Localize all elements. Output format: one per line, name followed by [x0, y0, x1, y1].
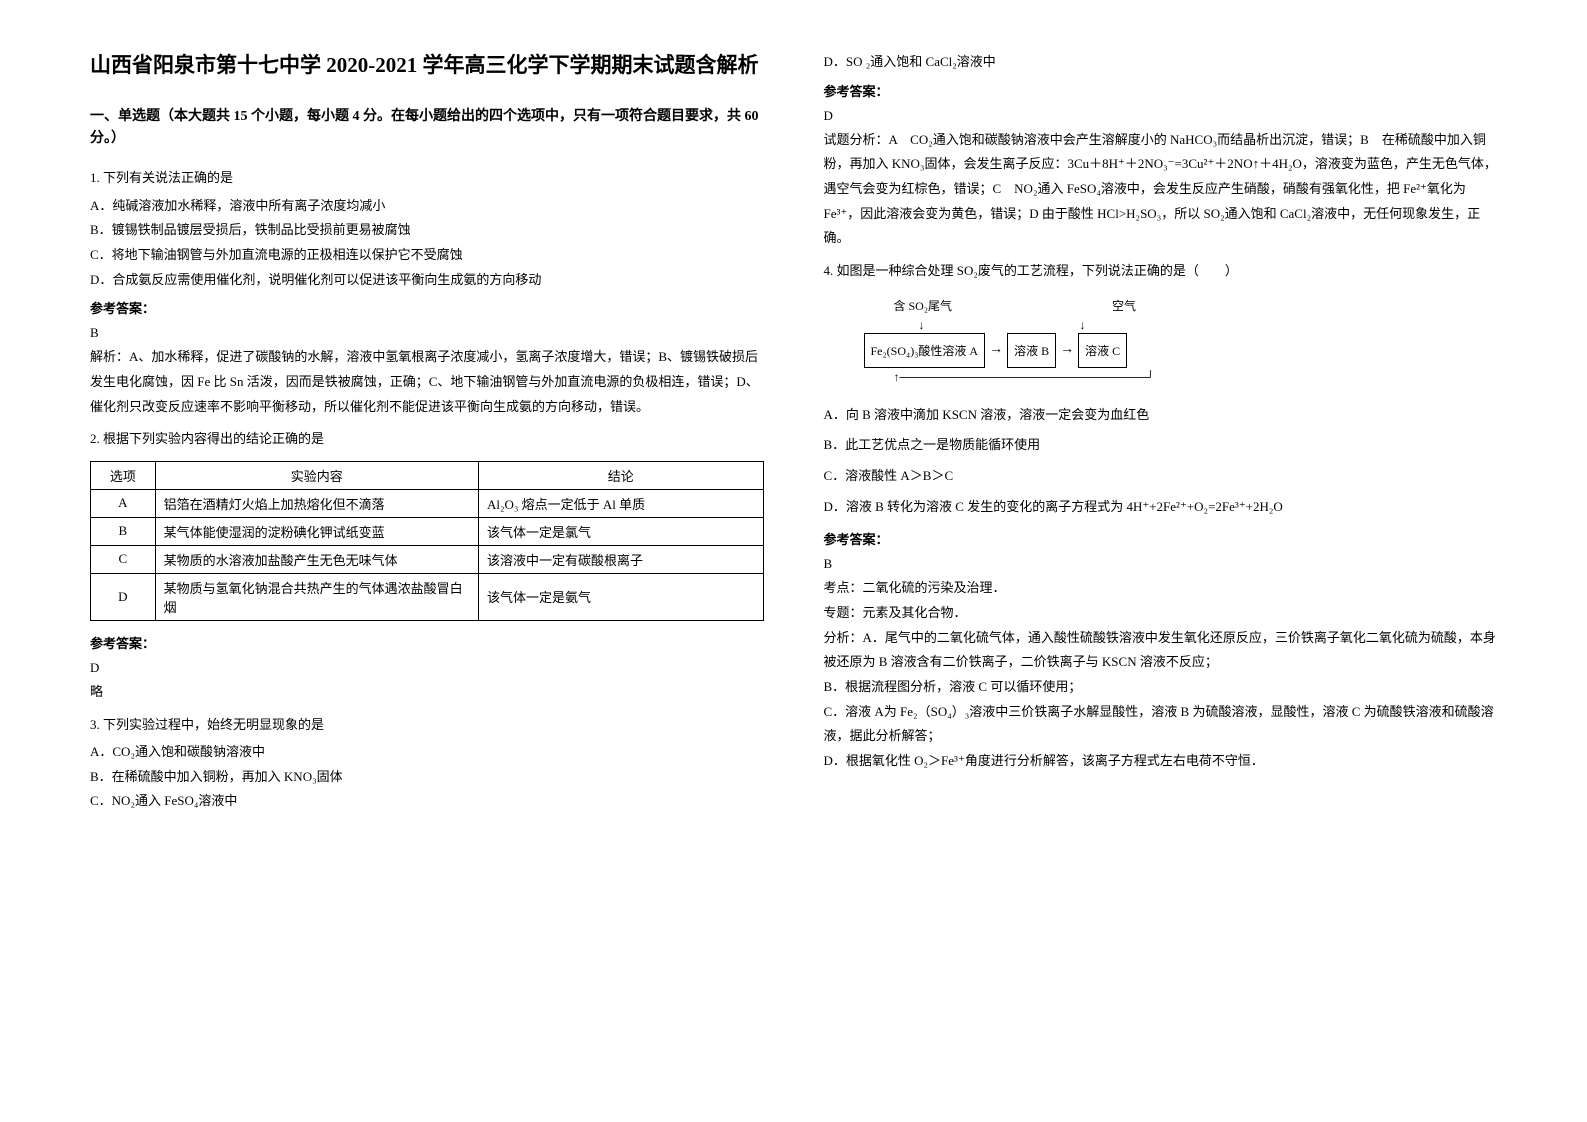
th-content: 实验内容 — [155, 461, 478, 489]
table-row: A 铝箔在酒精灯火焰上加热熔化但不滴落 Al₂O₃ 熔点一定低于 Al 单质 — [91, 489, 764, 517]
q4-option-b: B．此工艺优点之一是物质能循环使用 — [824, 433, 1498, 458]
q2-answer: D — [90, 660, 764, 676]
table-row: B 某气体能使湿润的淀粉碘化钾试纸变蓝 该气体一定是氯气 — [91, 517, 764, 545]
q4-line6: D．根据氧化性 O₂＞Fe³⁺角度进行分析解答，该离子方程式左右电荷不守恒． — [824, 749, 1498, 774]
diagram-box-c: 溶液 C — [1078, 333, 1127, 368]
diagram-return-arrow: ↑─────────────────────────────┘ — [864, 370, 1498, 385]
q2-table: 选项 实验内容 结论 A 铝箔在酒精灯火焰上加热熔化但不滴落 Al₂O₃ 熔点一… — [90, 461, 764, 621]
q2-note: 略 — [90, 680, 764, 705]
cell: B — [91, 517, 156, 545]
q4-line2: 专题：元素及其化合物． — [824, 601, 1498, 626]
q2-stem: 2. 根据下列实验内容得出的结论正确的是 — [90, 427, 764, 450]
diagram-arrows-down: ↓ ↓ — [864, 318, 1498, 333]
q4-option-a: A．向 B 溶液中滴加 KSCN 溶液，溶液一定会变为血红色 — [824, 403, 1498, 428]
cell: A — [91, 489, 156, 517]
q4-stem: 4. 如图是一种综合处理 SO₂废气的工艺流程，下列说法正确的是（ ） — [824, 259, 1498, 282]
q3-option-a: A．CO₂通入饱和碳酸钠溶液中 — [90, 740, 764, 765]
q4-answer-label: 参考答案： — [824, 529, 1498, 548]
table-header-row: 选项 实验内容 结论 — [91, 461, 764, 489]
q4-answer: B — [824, 556, 1498, 572]
q4-option-c: C．溶液酸性 A＞B＞C — [824, 464, 1498, 489]
q1-option-b: B．镀锡铁制品镀层受损后，铁制品比受损前更易被腐蚀 — [90, 218, 764, 243]
cell: D — [91, 573, 156, 620]
table-row: C 某物质的水溶液加盐酸产生无色无味气体 该溶液中一定有碳酸根离子 — [91, 545, 764, 573]
q4-line3: 分析：A．尾气中的二氧化硫气体，通入酸性硫酸铁溶液中发生氧化还原反应，三价铁离子… — [824, 626, 1498, 675]
q3-option-c: C．NO₂通入 FeSO₄溶液中 — [90, 789, 764, 814]
document-title: 山西省阳泉市第十七中学 2020-2021 学年高三化学下学期期末试题含解析 — [90, 50, 764, 82]
q4-line1: 考点：二氧化硫的污染及治理． — [824, 576, 1498, 601]
q3-answer: D — [824, 108, 1498, 124]
section-heading: 一、单选题（本大题共 15 个小题，每小题 4 分。在每小题给出的四个选项中，只… — [90, 106, 764, 151]
th-conclusion: 结论 — [478, 461, 763, 489]
diagram-box-b: 溶液 B — [1007, 333, 1056, 368]
cell: 该气体一定是氯气 — [478, 517, 763, 545]
q4-flowchart: 含 SO₂尾气 空气 ↓ ↓ Fe₂(SO₄)₃酸性溶液 A → 溶液 B → … — [864, 297, 1498, 385]
q1-explanation: 解析：A、加水稀释，促进了碳酸钠的水解，溶液中氢氧根离子浓度减小，氢离子浓度增大… — [90, 345, 764, 419]
q1-option-a: A．纯碱溶液加水稀释，溶液中所有离子浓度均减小 — [90, 194, 764, 219]
q1-answer: B — [90, 325, 764, 341]
diagram-label-air: 空气 — [1082, 297, 1156, 318]
left-column: 山西省阳泉市第十七中学 2020-2021 学年高三化学下学期期末试题含解析 一… — [90, 50, 764, 1072]
q1-stem: 1. 下列有关说法正确的是 — [90, 166, 764, 189]
q1-option-c: C．将地下输油钢管与外加直流电源的正极相连以保护它不受腐蚀 — [90, 243, 764, 268]
diagram-boxes: Fe₂(SO₄)₃酸性溶液 A → 溶液 B → 溶液 C — [864, 333, 1498, 368]
cell: 某气体能使湿润的淀粉碘化钾试纸变蓝 — [155, 517, 478, 545]
th-select: 选项 — [91, 461, 156, 489]
arrow-right-icon: → — [1056, 342, 1078, 358]
q1-answer-label: 参考答案： — [90, 298, 764, 317]
q3-option-b: B．在稀硫酸中加入铜粉，再加入 KNO₃固体 — [90, 765, 764, 790]
q3-stem: 3. 下列实验过程中，始终无明显现象的是 — [90, 713, 764, 736]
diagram-label-so2: 含 SO₂尾气 — [864, 297, 973, 318]
cell: 某物质的水溶液加盐酸产生无色无味气体 — [155, 545, 478, 573]
q1-option-d: D．合成氨反应需使用催化剂，说明催化剂可以促进该平衡向生成氨的方向移动 — [90, 268, 764, 293]
q3-answer-label: 参考答案： — [824, 81, 1498, 100]
cell: 铝箔在酒精灯火焰上加热熔化但不滴落 — [155, 489, 478, 517]
cell: 该溶液中一定有碳酸根离子 — [478, 545, 763, 573]
cell: 某物质与氢氧化钠混合共热产生的气体遇浓盐酸冒白烟 — [155, 573, 478, 620]
arrow-right-icon: → — [985, 342, 1007, 358]
cell: 该气体一定是氨气 — [478, 573, 763, 620]
q3-option-d: D．SO ₂通入饱和 CaCl₂溶液中 — [824, 50, 1498, 75]
table-row: D 某物质与氢氧化钠混合共热产生的气体遇浓盐酸冒白烟 该气体一定是氨气 — [91, 573, 764, 620]
right-column: D．SO ₂通入饱和 CaCl₂溶液中 参考答案： D 试题分析：A CO₂通入… — [824, 50, 1498, 1072]
cell: C — [91, 545, 156, 573]
q4-line4: B．根据流程图分析，溶液 C 可以循环使用； — [824, 675, 1498, 700]
cell: Al₂O₃ 熔点一定低于 Al 单质 — [478, 489, 763, 517]
diagram-box-a: Fe₂(SO₄)₃酸性溶液 A — [864, 333, 986, 368]
q2-answer-label: 参考答案： — [90, 633, 764, 652]
q3-explanation: 试题分析：A CO₂通入饱和碳酸钠溶液中会产生溶解度小的 NaHCO₃而结晶析出… — [824, 128, 1498, 251]
q4-line5: C．溶液 A为 Fe₂（SO₄）₃溶液中三价铁离子水解显酸性，溶液 B 为硫酸溶… — [824, 700, 1498, 749]
q4-option-d: D．溶液 B 转化为溶液 C 发生的变化的离子方程式为 4H⁺+2Fe²⁺+O₂… — [824, 495, 1498, 520]
diagram-labels: 含 SO₂尾气 空气 — [864, 297, 1498, 318]
